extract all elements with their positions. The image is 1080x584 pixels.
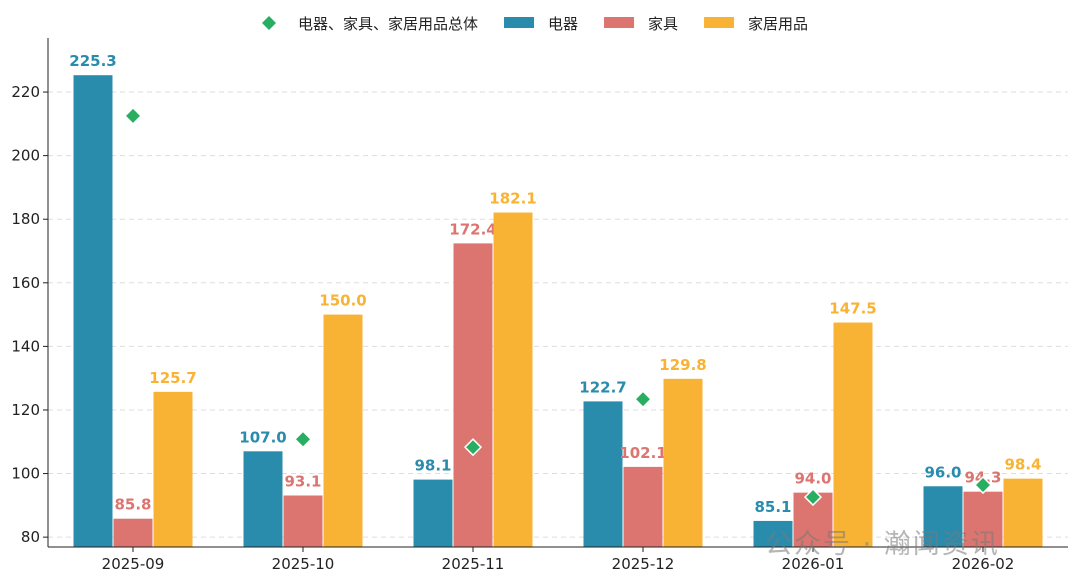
- data-label: 172.4: [449, 220, 496, 238]
- legend-label: 电器: [548, 15, 578, 33]
- data-label: 96.0: [924, 463, 961, 481]
- data-label: 150.0: [319, 292, 366, 310]
- data-label: 85.1: [754, 498, 791, 516]
- data-label: 107.0: [239, 428, 286, 446]
- data-label: 98.4: [1004, 456, 1041, 474]
- data-label: 94.0: [794, 470, 831, 488]
- bar-家居用品-2025-09: [153, 391, 193, 547]
- bar-电器-2025-09: [73, 75, 113, 547]
- bar-电器-2025-12: [583, 401, 623, 547]
- legend-diamond-icon: [262, 16, 276, 30]
- y-tick-label: 100: [11, 465, 40, 483]
- diamond-marker: [633, 390, 653, 409]
- bar-家具-2025-09: [113, 518, 153, 547]
- diamond-marker: [123, 106, 143, 125]
- bar-电器-2026-01: [753, 520, 793, 547]
- bar-电器-2026-02: [923, 486, 963, 547]
- diamond-marker: [463, 438, 483, 457]
- bar-家居用品-2026-01: [833, 322, 873, 547]
- data-label: 147.5: [829, 300, 876, 318]
- watermark: 公众号 · 瀚闻资讯: [765, 529, 1000, 560]
- data-label: 98.1: [414, 457, 451, 475]
- x-tick-label: 2025-11: [442, 555, 505, 573]
- x-tick-label: 2026-02: [952, 555, 1015, 573]
- bar-家具-2025-12: [623, 466, 663, 547]
- legend-swatch: [504, 17, 535, 28]
- legend-label: 家具: [648, 15, 678, 33]
- y-tick-label: 120: [11, 401, 40, 419]
- legend-label: 电器、家具、家居用品总体: [298, 15, 478, 33]
- diamond-marker: [293, 430, 313, 449]
- y-tick-label: 140: [11, 337, 40, 355]
- data-label: 85.8: [114, 496, 151, 514]
- y-tick-label: 200: [11, 147, 40, 165]
- bar-家居用品-2025-11: [493, 212, 533, 547]
- diamond-marker: [973, 475, 993, 495]
- x-tick-label: 2025-09: [102, 555, 165, 573]
- data-label: 93.1: [284, 472, 321, 490]
- bar-家居用品-2025-12: [663, 378, 703, 547]
- data-label: 182.1: [489, 190, 536, 208]
- y-tick-label: 220: [11, 83, 40, 101]
- y-tick-label: 160: [11, 274, 40, 292]
- x-tick-label: 2025-12: [612, 555, 675, 573]
- diamond-marker: [803, 488, 823, 507]
- legend-label: 家居用品: [748, 15, 808, 33]
- data-label: 225.3: [69, 52, 116, 70]
- x-tick-label: 2025-10: [272, 555, 335, 573]
- bar-家具-2025-11: [453, 243, 493, 548]
- bar-电器-2025-11: [413, 479, 453, 547]
- legend-swatch: [704, 17, 735, 28]
- bar-电器-2025-10: [243, 451, 283, 547]
- x-tick-label: 2026-01: [782, 555, 845, 573]
- data-label: 129.8: [659, 356, 706, 374]
- bar-家具-2025-10: [283, 495, 323, 547]
- y-tick-label: 80: [21, 528, 40, 546]
- bar-家具-2026-02: [963, 491, 1003, 547]
- legend-swatch: [604, 17, 635, 28]
- bar-家居用品-2025-10: [323, 314, 363, 547]
- data-label: 102.1: [619, 444, 666, 462]
- y-tick-label: 180: [11, 210, 40, 228]
- data-label: 125.7: [149, 369, 196, 387]
- data-label: 122.7: [579, 378, 626, 396]
- bar-家居用品-2026-02: [1003, 478, 1043, 547]
